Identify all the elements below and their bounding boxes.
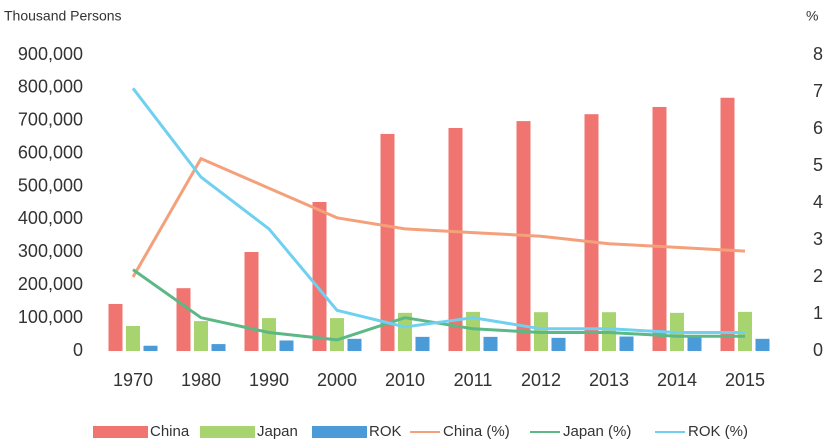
legend-label: Japan [257, 423, 298, 440]
bar [466, 311, 480, 351]
y-tick-label: 700,000 [18, 110, 83, 130]
bar [143, 345, 158, 351]
bar [398, 312, 412, 351]
bar [262, 318, 276, 351]
y-tick-label: 600,000 [18, 142, 83, 162]
y2-tick-label: 7 [813, 81, 823, 101]
legend-label: China (%) [443, 423, 510, 440]
bar [415, 336, 430, 351]
bar [194, 321, 208, 351]
x-tick-label: 1970 [113, 370, 153, 390]
bar [330, 318, 344, 351]
y-tick-label: 100,000 [18, 307, 83, 327]
bar [448, 128, 463, 351]
y2-axis-title: % [806, 8, 818, 24]
bar [755, 338, 770, 351]
bar [652, 106, 667, 351]
legend-label: ROK (%) [688, 423, 748, 440]
y-tick-label: 400,000 [18, 208, 83, 228]
y2-tick-label: 1 [813, 303, 823, 323]
y-tick-label: 300,000 [18, 241, 83, 261]
bar [347, 338, 362, 351]
bar [211, 344, 226, 351]
x-tick-label: 1980 [181, 370, 221, 390]
y-tick-label: 200,000 [18, 274, 83, 294]
bar [584, 114, 599, 351]
bar [380, 133, 395, 351]
y-tick-label: 800,000 [18, 77, 83, 97]
bar [312, 202, 327, 351]
line [131, 157, 746, 278]
x-tick-label: 1990 [249, 370, 289, 390]
y-tick-label: 500,000 [18, 175, 83, 195]
y2-tick-label: 8 [813, 44, 823, 64]
legend-label: China [150, 423, 190, 440]
x-tick-label: 2014 [657, 370, 697, 390]
legend-swatch [312, 426, 367, 438]
y2-tick-label: 3 [813, 229, 823, 249]
legend-label: Japan (%) [563, 423, 631, 440]
bar [483, 336, 498, 351]
bar [126, 326, 140, 351]
y2-tick-label: 5 [813, 155, 823, 175]
legend-label: ROK [369, 423, 402, 440]
y2-tick-label: 0 [813, 340, 823, 360]
y2-tick-label: 2 [813, 266, 823, 286]
x-tick-label: 2015 [725, 370, 765, 390]
x-tick-label: 2012 [521, 370, 561, 390]
bar [108, 303, 123, 351]
line [131, 87, 745, 334]
y-tick-label: 900,000 [18, 44, 83, 64]
legend-swatch [93, 426, 148, 438]
bar [279, 340, 294, 351]
y2-tick-label: 4 [813, 192, 823, 212]
bar [551, 337, 566, 351]
x-tick-label: 2013 [589, 370, 629, 390]
bar [619, 336, 634, 351]
y2-tick-label: 6 [813, 118, 823, 138]
legend-swatch [200, 426, 255, 438]
y-axis-title: Thousand Persons [4, 8, 122, 24]
bar [176, 288, 191, 351]
y-tick-label: 0 [73, 340, 83, 360]
x-tick-label: 2011 [454, 370, 493, 390]
x-tick-label: 2000 [317, 370, 357, 390]
bar [687, 337, 702, 351]
x-tick-label: 2010 [385, 370, 425, 390]
bar [720, 97, 735, 351]
bar [244, 252, 259, 351]
